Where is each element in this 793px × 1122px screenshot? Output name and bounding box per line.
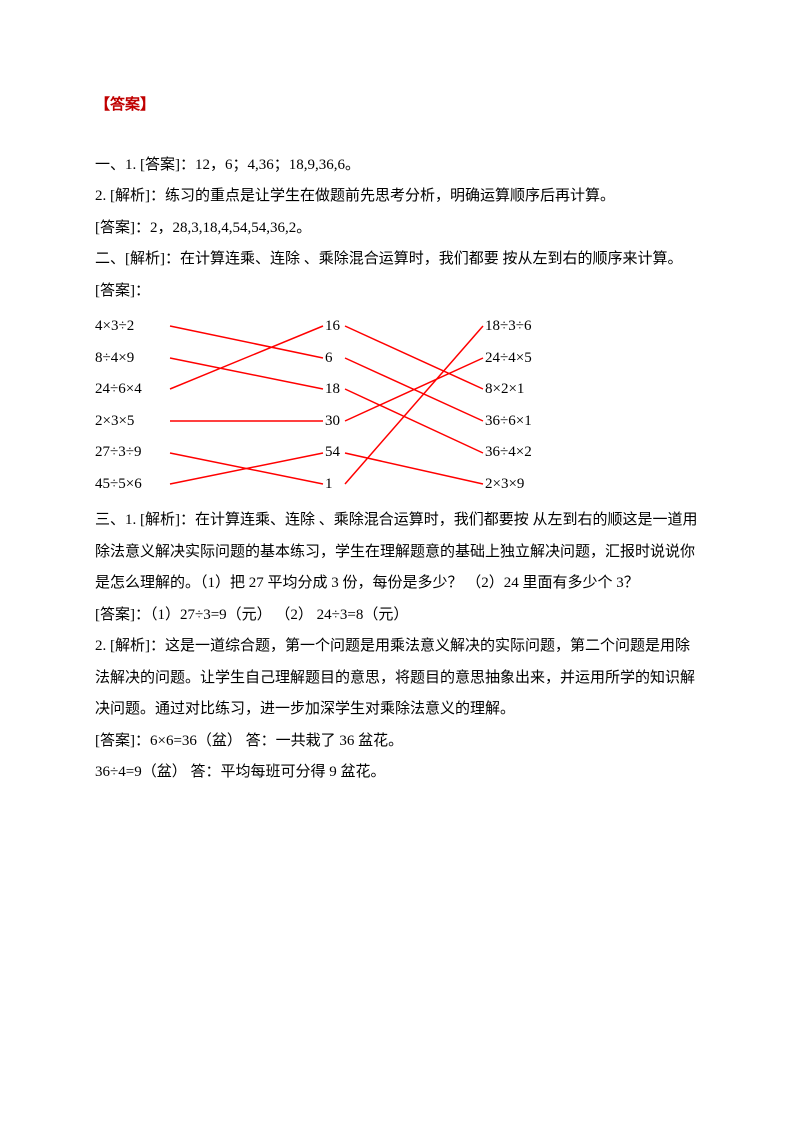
match-right-item: 2×3×9: [485, 469, 532, 501]
match-right-item: 36÷4×2: [485, 437, 532, 469]
section1-q2-answer: [答案]：2，28,3,18,4,54,54,36,2。: [95, 213, 698, 245]
matching-mid-column: 16 6 18 30 54 1: [325, 311, 340, 500]
match-left-item: 24÷6×4: [95, 374, 142, 406]
match-left-item: 27÷3÷9: [95, 437, 142, 469]
match-left-item: 4×3÷2: [95, 311, 142, 343]
page: 【答案】 一、1. [答案]：12，6；4,36；18,9,36,6。 2. […: [0, 0, 793, 839]
section1-q2-analysis: 2. [解析]：练习的重点是让学生在做题前先思考分析，明确运算顺序后再计算。: [95, 181, 698, 213]
section2-analysis: 二、[解析]：在计算连乘、连除 、乘除混合运算时，我们都要 按从左到右的顺序来计…: [95, 244, 698, 276]
match-mid-item: 1: [325, 469, 340, 501]
match-mid-item: 30: [325, 406, 340, 438]
section2-answer-label: [答案]：: [95, 276, 698, 308]
match-mid-item: 16: [325, 311, 340, 343]
match-mid-item: 54: [325, 437, 340, 469]
match-left-item: 45÷5×6: [95, 469, 142, 501]
section1-q1-answer: 一、1. [答案]：12，6；4,36；18,9,36,6。: [95, 150, 698, 182]
match-right-item: 36÷6×1: [485, 406, 532, 438]
match-mid-item: 18: [325, 374, 340, 406]
section3-q2-answer-line2: 36÷4=9（盆） 答：平均每班可分得 9 盆花。: [95, 757, 698, 789]
match-mid-item: 6: [325, 343, 340, 375]
section3-q2-answer-line1: [答案]：6×6=36（盆） 答：一共栽了 36 盆花。: [95, 726, 698, 758]
match-left-item: 8÷4×9: [95, 343, 142, 375]
matching-lines: [95, 311, 695, 501]
answer-header: 【答案】: [95, 90, 698, 122]
matching-left-column: 4×3÷2 8÷4×9 24÷6×4 2×3×5 27÷3÷9 45÷5×6: [95, 311, 142, 500]
matching-right-column: 18÷3÷6 24÷4×5 8×2×1 36÷6×1 36÷4×2 2×3×9: [485, 311, 532, 500]
match-right-item: 8×2×1: [485, 374, 532, 406]
match-right-item: 24÷4×5: [485, 343, 532, 375]
section3-q1-answer: [答案]：（1）27÷3=9（元） （2） 24÷3=8（元）: [95, 600, 698, 632]
match-left-item: 2×3×5: [95, 406, 142, 438]
match-right-item: 18÷3÷6: [485, 311, 532, 343]
section3-q2-analysis: 2. [解析]：这是一道综合题，第一个问题是用乘法意义解决的实际问题，第二个问题…: [95, 631, 698, 726]
section3-q1-analysis: 三、1. [解析]：在计算连乘、连除 、乘除混合运算时，我们都要按 从左到右的顺…: [95, 505, 698, 600]
matching-diagram: 4×3÷2 8÷4×9 24÷6×4 2×3×5 27÷3÷9 45÷5×6 1…: [95, 311, 698, 501]
